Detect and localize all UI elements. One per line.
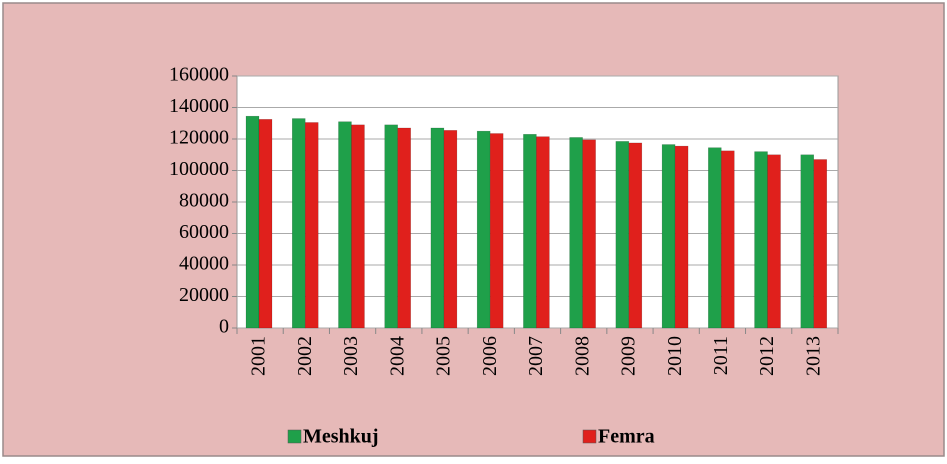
legend-swatch	[287, 429, 302, 444]
x-tick-label: 2012	[756, 336, 778, 376]
x-tick-label: 2005	[433, 336, 455, 376]
x-tick-label: 2007	[525, 336, 547, 376]
bar	[384, 124, 398, 329]
bar	[674, 145, 689, 329]
bar	[338, 121, 352, 329]
y-tick-label: 100000	[169, 158, 229, 180]
y-tick-label: 140000	[169, 95, 229, 117]
bar	[258, 119, 273, 329]
bar	[754, 151, 768, 329]
x-tick-label: 2003	[340, 336, 362, 376]
bar	[767, 154, 781, 329]
x-tick-label: 2008	[571, 336, 593, 376]
bar	[489, 133, 504, 329]
bar	[304, 122, 319, 329]
bar	[397, 127, 411, 329]
x-tick-label: 2011	[710, 336, 732, 375]
x-tick-label: 2001	[248, 336, 270, 376]
bar	[813, 159, 828, 329]
x-tick-label: 2006	[479, 336, 501, 376]
x-tick-label: 2002	[294, 336, 316, 376]
y-tick-label: 0	[219, 316, 229, 338]
x-tick-label: 2004	[386, 336, 408, 376]
x-tick-label: 2010	[664, 336, 686, 376]
bar	[536, 136, 550, 329]
bar	[443, 130, 458, 329]
bar	[661, 144, 676, 329]
bar	[245, 115, 260, 329]
bar	[291, 118, 306, 329]
bar	[615, 141, 630, 329]
bar	[582, 139, 596, 329]
legend-label: Femra	[598, 426, 655, 448]
x-tick-label: 2009	[618, 336, 640, 376]
y-tick-label: 20000	[179, 284, 229, 306]
bar	[351, 124, 365, 329]
bar	[569, 137, 583, 329]
bar	[430, 127, 445, 329]
x-tick-label: 2013	[802, 336, 824, 376]
legend-label: Meshkuj	[303, 426, 379, 448]
y-tick-label: 80000	[179, 190, 229, 212]
y-tick-label: 60000	[179, 221, 229, 243]
y-tick-label: 40000	[179, 253, 229, 275]
bar	[476, 130, 491, 329]
bar	[800, 154, 815, 329]
bar	[523, 134, 537, 329]
bar	[721, 150, 735, 329]
legend-swatch	[582, 429, 597, 444]
bar	[628, 142, 643, 329]
bar	[708, 147, 722, 329]
y-tick-label: 120000	[169, 127, 229, 149]
y-tick-label: 160000	[169, 64, 229, 86]
